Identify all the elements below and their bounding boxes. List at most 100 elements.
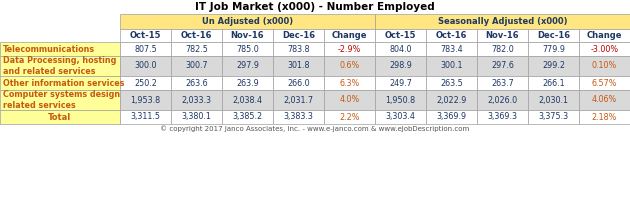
Bar [0, 110, 120, 124]
Text: 4.0%: 4.0% [340, 96, 360, 104]
Bar [120, 42, 171, 56]
Bar [477, 29, 528, 42]
Text: 300.1: 300.1 [440, 62, 463, 71]
Text: Change: Change [332, 31, 367, 40]
Bar [273, 42, 324, 56]
Text: Oct-15: Oct-15 [385, 31, 416, 40]
Bar [120, 14, 375, 29]
Bar [324, 110, 375, 124]
Bar [528, 110, 579, 124]
Bar [528, 56, 579, 76]
Text: 266.1: 266.1 [542, 78, 565, 88]
Text: 0.6%: 0.6% [340, 62, 360, 71]
Text: 250.2: 250.2 [134, 78, 157, 88]
Bar [375, 56, 426, 76]
Text: 0.10%: 0.10% [592, 62, 617, 71]
Text: Dec-16: Dec-16 [537, 31, 570, 40]
Bar [120, 56, 171, 76]
Bar [579, 42, 630, 56]
Bar [222, 76, 273, 90]
Text: Un Adjusted (x000): Un Adjusted (x000) [202, 17, 293, 26]
Text: 6.57%: 6.57% [592, 78, 617, 88]
Bar [324, 29, 375, 42]
Text: 297.6: 297.6 [491, 62, 514, 71]
Bar [120, 90, 171, 110]
Text: 3,311.5: 3,311.5 [130, 112, 161, 121]
Text: Other information services: Other information services [3, 78, 125, 88]
Bar [171, 76, 222, 90]
Bar [324, 42, 375, 56]
Bar [222, 90, 273, 110]
Bar [0, 14, 120, 29]
Text: 263.6: 263.6 [185, 78, 208, 88]
Bar [171, 90, 222, 110]
Text: 2.18%: 2.18% [592, 112, 617, 121]
Bar [171, 42, 222, 56]
Bar [0, 0, 630, 14]
Text: Change: Change [587, 31, 622, 40]
Bar [0, 29, 120, 42]
Text: 3,375.3: 3,375.3 [539, 112, 568, 121]
Text: 2,031.7: 2,031.7 [284, 96, 314, 104]
Bar [579, 110, 630, 124]
Text: 3,303.4: 3,303.4 [386, 112, 415, 121]
Text: 266.0: 266.0 [287, 78, 310, 88]
Text: 4.06%: 4.06% [592, 96, 617, 104]
Bar [528, 76, 579, 90]
Bar [375, 76, 426, 90]
Bar [375, 90, 426, 110]
Bar [477, 76, 528, 90]
Bar [528, 90, 579, 110]
Bar [222, 110, 273, 124]
Bar [273, 76, 324, 90]
Text: Total: Total [49, 112, 72, 121]
Bar [426, 76, 477, 90]
Bar [477, 42, 528, 56]
Bar [375, 14, 630, 29]
Bar [426, 56, 477, 76]
Text: 3,380.1: 3,380.1 [181, 112, 212, 121]
Text: 299.2: 299.2 [542, 62, 565, 71]
Text: 3,369.3: 3,369.3 [488, 112, 517, 121]
Text: IT Job Market (x000) - Number Employed: IT Job Market (x000) - Number Employed [195, 2, 435, 12]
Bar [528, 29, 579, 42]
Bar [120, 76, 171, 90]
Text: Computer systems design
related services: Computer systems design related services [3, 90, 120, 110]
Text: Nov-16: Nov-16 [231, 31, 265, 40]
Text: 298.9: 298.9 [389, 62, 412, 71]
Text: -2.9%: -2.9% [338, 45, 361, 53]
Text: 2,026.0: 2,026.0 [488, 96, 518, 104]
Bar [477, 90, 528, 110]
Text: 263.5: 263.5 [440, 78, 463, 88]
Text: 2,038.4: 2,038.4 [232, 96, 263, 104]
Bar [120, 110, 171, 124]
Text: 783.4: 783.4 [440, 45, 463, 53]
Text: 301.8: 301.8 [287, 62, 310, 71]
Bar [0, 42, 120, 56]
Text: Oct-16: Oct-16 [181, 31, 212, 40]
Text: 779.9: 779.9 [542, 45, 565, 53]
Text: 297.9: 297.9 [236, 62, 259, 71]
Bar [0, 90, 120, 110]
Text: Data Processing, hosting
and related services: Data Processing, hosting and related ser… [3, 56, 117, 76]
Text: 263.7: 263.7 [491, 78, 514, 88]
Text: 1,950.8: 1,950.8 [386, 96, 416, 104]
Text: 804.0: 804.0 [389, 45, 412, 53]
Bar [426, 90, 477, 110]
Bar [222, 29, 273, 42]
Text: 3,369.9: 3,369.9 [437, 112, 467, 121]
Text: Oct-16: Oct-16 [436, 31, 467, 40]
Text: -3.00%: -3.00% [590, 45, 619, 53]
Bar [273, 29, 324, 42]
Bar [477, 56, 528, 76]
Bar [0, 76, 120, 90]
Text: Oct-15: Oct-15 [130, 31, 161, 40]
Bar [426, 42, 477, 56]
Bar [375, 29, 426, 42]
Text: 263.9: 263.9 [236, 78, 259, 88]
Bar [324, 56, 375, 76]
Bar [222, 56, 273, 76]
Text: Nov-16: Nov-16 [486, 31, 519, 40]
Text: 300.0: 300.0 [134, 62, 157, 71]
Bar [273, 90, 324, 110]
